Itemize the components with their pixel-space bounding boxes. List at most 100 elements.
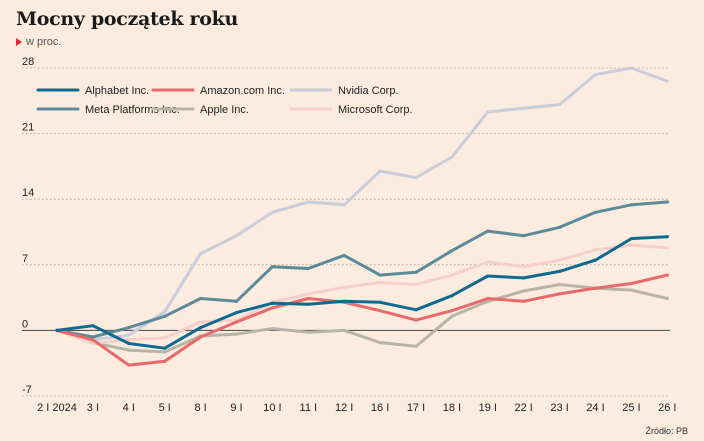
x-tick-label-11: 18 I	[443, 402, 461, 414]
series-1-point-4	[199, 335, 203, 339]
series-2-point-8	[342, 203, 346, 207]
x-tick-label-5: 9 I	[230, 402, 242, 414]
series-0-point-17	[665, 235, 669, 239]
series-3-point-10	[414, 270, 418, 274]
x-axis-labels: 2 I 2024 3 I 4 I 5 I 8 I 9 I 10 I 11 I 12 I 16 I 1…	[37, 402, 676, 414]
legend-label-4: Apple Inc.	[200, 104, 249, 116]
series-2-point-11	[450, 155, 454, 159]
series-line-1	[55, 273, 669, 367]
series-5-point-14	[558, 258, 562, 262]
series-0-point-8	[342, 299, 346, 303]
x-tick-label-7: 11 I	[300, 402, 318, 414]
series-5-point-2	[127, 338, 131, 342]
x-tick-label-17: 26 I	[658, 402, 676, 414]
series-3-point-15	[593, 210, 598, 214]
series-1-point-10	[414, 318, 418, 322]
series-3-point-16	[629, 203, 634, 207]
series-0-point-14	[558, 269, 562, 273]
series-5-point-1	[91, 341, 95, 346]
series-0-point-9	[378, 300, 382, 304]
series-0-point-3	[163, 346, 167, 350]
series-lines	[55, 66, 669, 367]
series-3-point-17	[665, 200, 669, 204]
series-0-point-1	[91, 324, 95, 328]
x-tick-label-15: 24 I	[586, 402, 604, 414]
series-3-point-5	[234, 299, 239, 303]
x-tick-label-9: 16 I	[371, 402, 389, 414]
red-triangle-icon	[16, 38, 22, 46]
x-tick-label-12: 19 I	[479, 402, 497, 414]
series-5-point-9	[378, 281, 382, 285]
series-line-2	[55, 66, 669, 342]
x-tick-label-0: 2 I 2024	[37, 402, 77, 414]
series-2-point-10	[414, 176, 418, 180]
y-tick-label-0: -7	[22, 384, 32, 396]
series-1-point-12	[486, 296, 490, 301]
series-1-point-7	[306, 296, 310, 301]
y-tick-label-3: 14	[22, 187, 34, 199]
series-3-point-14	[558, 225, 562, 229]
x-tick-label-13: 22 I	[515, 402, 533, 414]
series-4-point-13	[522, 289, 526, 293]
series-4-point-12	[486, 299, 490, 303]
series-5-point-4	[199, 320, 203, 324]
series-0-point-7	[306, 302, 310, 306]
series-2-point-15	[593, 72, 598, 77]
legend-label-0: Alphabet Inc.	[85, 85, 149, 97]
series-0-point-4	[199, 325, 203, 330]
series-3-point-8	[342, 253, 346, 258]
series-1-point-13	[522, 299, 526, 303]
series-3-point-9	[378, 273, 382, 277]
series-2-point-9	[378, 169, 382, 173]
legend: Alphabet Inc. Amazon.com Inc. Nvidia Corp.…	[36, 85, 413, 116]
series-0-point-16	[629, 236, 634, 241]
series-2-point-14	[558, 102, 562, 107]
series-0-point-6	[270, 301, 274, 305]
series-5-point-16	[629, 243, 634, 247]
series-line-0	[55, 235, 669, 350]
series-4-point-2	[127, 348, 131, 352]
series-2-point-4	[199, 251, 203, 256]
series-3-point-6	[270, 265, 274, 269]
y-tick-label-1: 0	[22, 318, 28, 330]
x-tick-label-1: 3 I	[87, 402, 99, 414]
x-tick-label-8: 12 I	[335, 402, 353, 414]
series-2-point-16	[629, 66, 634, 70]
series-4-point-17	[665, 296, 669, 301]
legend-label-3: Meta Platforms Inc.	[85, 104, 180, 116]
series-3-point-12	[486, 229, 490, 233]
y-tick-label-2: 7	[22, 253, 28, 265]
series-1-point-3	[163, 359, 167, 363]
chart-subtitle-text: w proc.	[26, 36, 62, 48]
series-1-point-16	[629, 281, 634, 286]
series-0-point-13	[522, 276, 526, 280]
series-3-point-7	[306, 266, 310, 271]
series-3-point-13	[522, 234, 526, 238]
series-1-point-9	[378, 309, 382, 313]
series-1-point-14	[558, 292, 562, 296]
series-4-point-10	[414, 344, 418, 348]
x-tick-label-14: 23 I	[550, 402, 568, 414]
series-2-point-5	[234, 234, 239, 238]
series-line-3	[55, 200, 669, 339]
series-5-point-17	[665, 246, 669, 250]
legend-label-1: Amazon.com Inc.	[200, 85, 285, 97]
series-4-point-11	[450, 314, 454, 318]
series-0-point-0	[55, 328, 59, 332]
series-2-point-3	[163, 310, 167, 314]
series-3-point-2	[127, 325, 131, 330]
series-4-point-14	[558, 282, 562, 287]
series-2-point-12	[486, 110, 490, 114]
series-3-point-1	[91, 335, 95, 339]
series-5-point-10	[414, 282, 418, 287]
x-tick-label-2: 4 I	[123, 402, 135, 414]
series-0-point-10	[414, 308, 418, 312]
series-1-point-6	[270, 306, 274, 310]
chart-title: Mocny początek roku	[16, 8, 238, 30]
series-line-5	[55, 243, 669, 345]
series-4-point-16	[629, 288, 634, 292]
series-3-point-3	[163, 314, 167, 318]
series-5-point-3	[163, 336, 167, 340]
series-2-point-2	[127, 333, 131, 337]
